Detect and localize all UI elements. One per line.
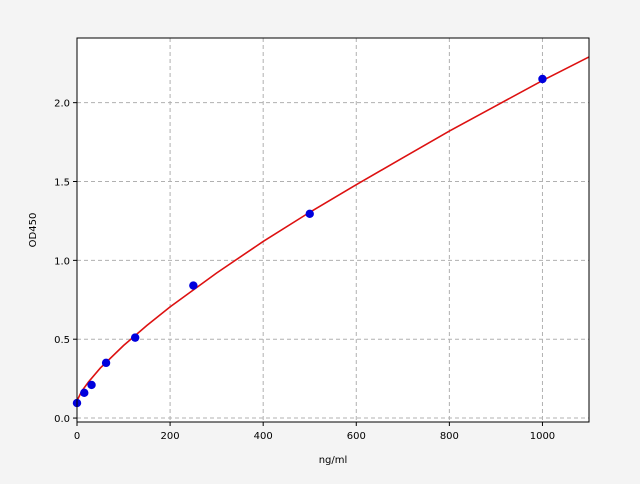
data-point xyxy=(87,380,96,390)
x-axis-label: ng/ml xyxy=(319,455,348,466)
fit-curve xyxy=(76,56,590,402)
x-tick-label: 400 xyxy=(254,431,273,442)
x-tick-label: 1000 xyxy=(530,431,555,442)
x-tick-label: 600 xyxy=(347,431,366,442)
y-axis-label: OD450 xyxy=(28,213,39,248)
data-point xyxy=(189,281,198,290)
data-point xyxy=(80,388,89,398)
y-tick-label: 1.0 xyxy=(54,256,70,267)
plot-frame xyxy=(76,37,590,423)
data-point xyxy=(305,209,314,219)
y-tick-label: 0.0 xyxy=(54,414,70,425)
data-point xyxy=(130,333,140,342)
y-tick-label: 2.0 xyxy=(54,99,70,110)
data-point xyxy=(538,74,547,84)
plot-area xyxy=(77,38,589,422)
y-tick-label: 0.5 xyxy=(54,335,70,346)
y-tick-label: 1.5 xyxy=(54,178,70,189)
x-tick-label: 200 xyxy=(161,431,180,442)
x-tick-label: 0 xyxy=(74,431,80,442)
x-tick-label: 800 xyxy=(440,431,459,442)
data-point xyxy=(101,358,111,368)
